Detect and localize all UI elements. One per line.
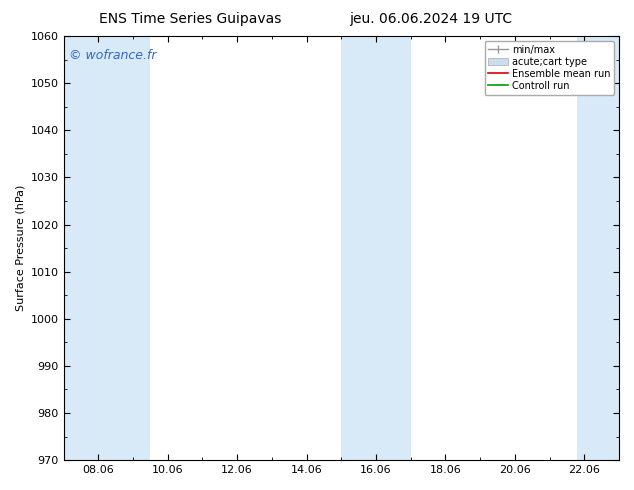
Text: © wofrance.fr: © wofrance.fr [69,49,157,62]
Text: ENS Time Series Guipavas: ENS Time Series Guipavas [99,12,281,26]
Bar [578,36,623,460]
Legend: min/max, acute;cart type, Ensemble mean run, Controll run: min/max, acute;cart type, Ensemble mean … [484,41,614,95]
Bar [89,36,150,460]
Y-axis label: Surface Pressure (hPa): Surface Pressure (hPa) [15,185,25,311]
Text: jeu. 06.06.2024 19 UTC: jeu. 06.06.2024 19 UTC [349,12,513,26]
Bar [341,36,376,460]
Bar [60,36,89,460]
Bar [376,36,411,460]
